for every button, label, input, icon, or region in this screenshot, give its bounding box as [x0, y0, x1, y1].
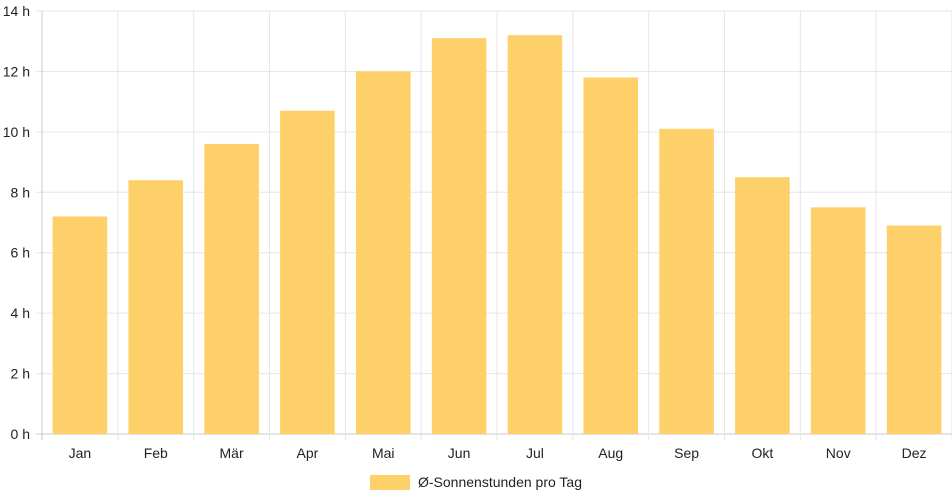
y-tick-label: 4 h: [11, 305, 30, 321]
x-tick-label: Aug: [598, 445, 623, 461]
bar-feb[interactable]: [128, 180, 184, 434]
x-tick-label: Apr: [297, 445, 319, 461]
bar-jul[interactable]: [507, 35, 563, 435]
bar-jan[interactable]: [52, 216, 108, 434]
legend-swatch[interactable]: [370, 475, 410, 490]
x-tick-label: Okt: [752, 445, 774, 461]
legend[interactable]: Ø-Sonnenstunden pro Tag: [370, 474, 582, 490]
bar-mär[interactable]: [204, 143, 259, 434]
y-tick-label: 10 h: [3, 124, 30, 140]
bar-dez[interactable]: [886, 225, 942, 434]
grid: [36, 10, 952, 440]
bar-apr[interactable]: [280, 110, 335, 434]
x-tick-label: Dez: [902, 445, 927, 461]
x-tick-label: Nov: [826, 445, 851, 461]
x-tick-label: Mai: [372, 445, 395, 461]
x-tick-label: Sep: [674, 445, 699, 461]
x-tick-label: Mär: [220, 445, 244, 461]
bar-nov[interactable]: [810, 207, 866, 434]
y-tick-label: 14 h: [3, 3, 30, 19]
axes: 0 h 2 h 4 h 6 h 8 h 10 h 12 h 14 h Jan Feb Mär Apr M…: [3, 3, 927, 461]
x-tick-label: Jan: [69, 445, 92, 461]
bar-mai[interactable]: [355, 71, 411, 434]
y-tick-label: 8 h: [11, 184, 30, 200]
bars: [52, 35, 942, 435]
x-tick-label: Jul: [526, 445, 544, 461]
x-tick-label: Jun: [448, 445, 471, 461]
y-tick-label: 0 h: [11, 426, 30, 442]
y-tick-label: 12 h: [3, 63, 30, 79]
y-tick-label: 2 h: [11, 366, 30, 382]
legend-label[interactable]: Ø-Sonnenstunden pro Tag: [418, 474, 582, 490]
y-tick-label: 6 h: [11, 245, 30, 261]
bar-sep[interactable]: [659, 128, 714, 435]
bar-jun[interactable]: [431, 38, 487, 434]
bar-okt[interactable]: [735, 177, 790, 434]
x-tick-label: Feb: [144, 445, 168, 461]
bar-aug[interactable]: [583, 77, 639, 434]
